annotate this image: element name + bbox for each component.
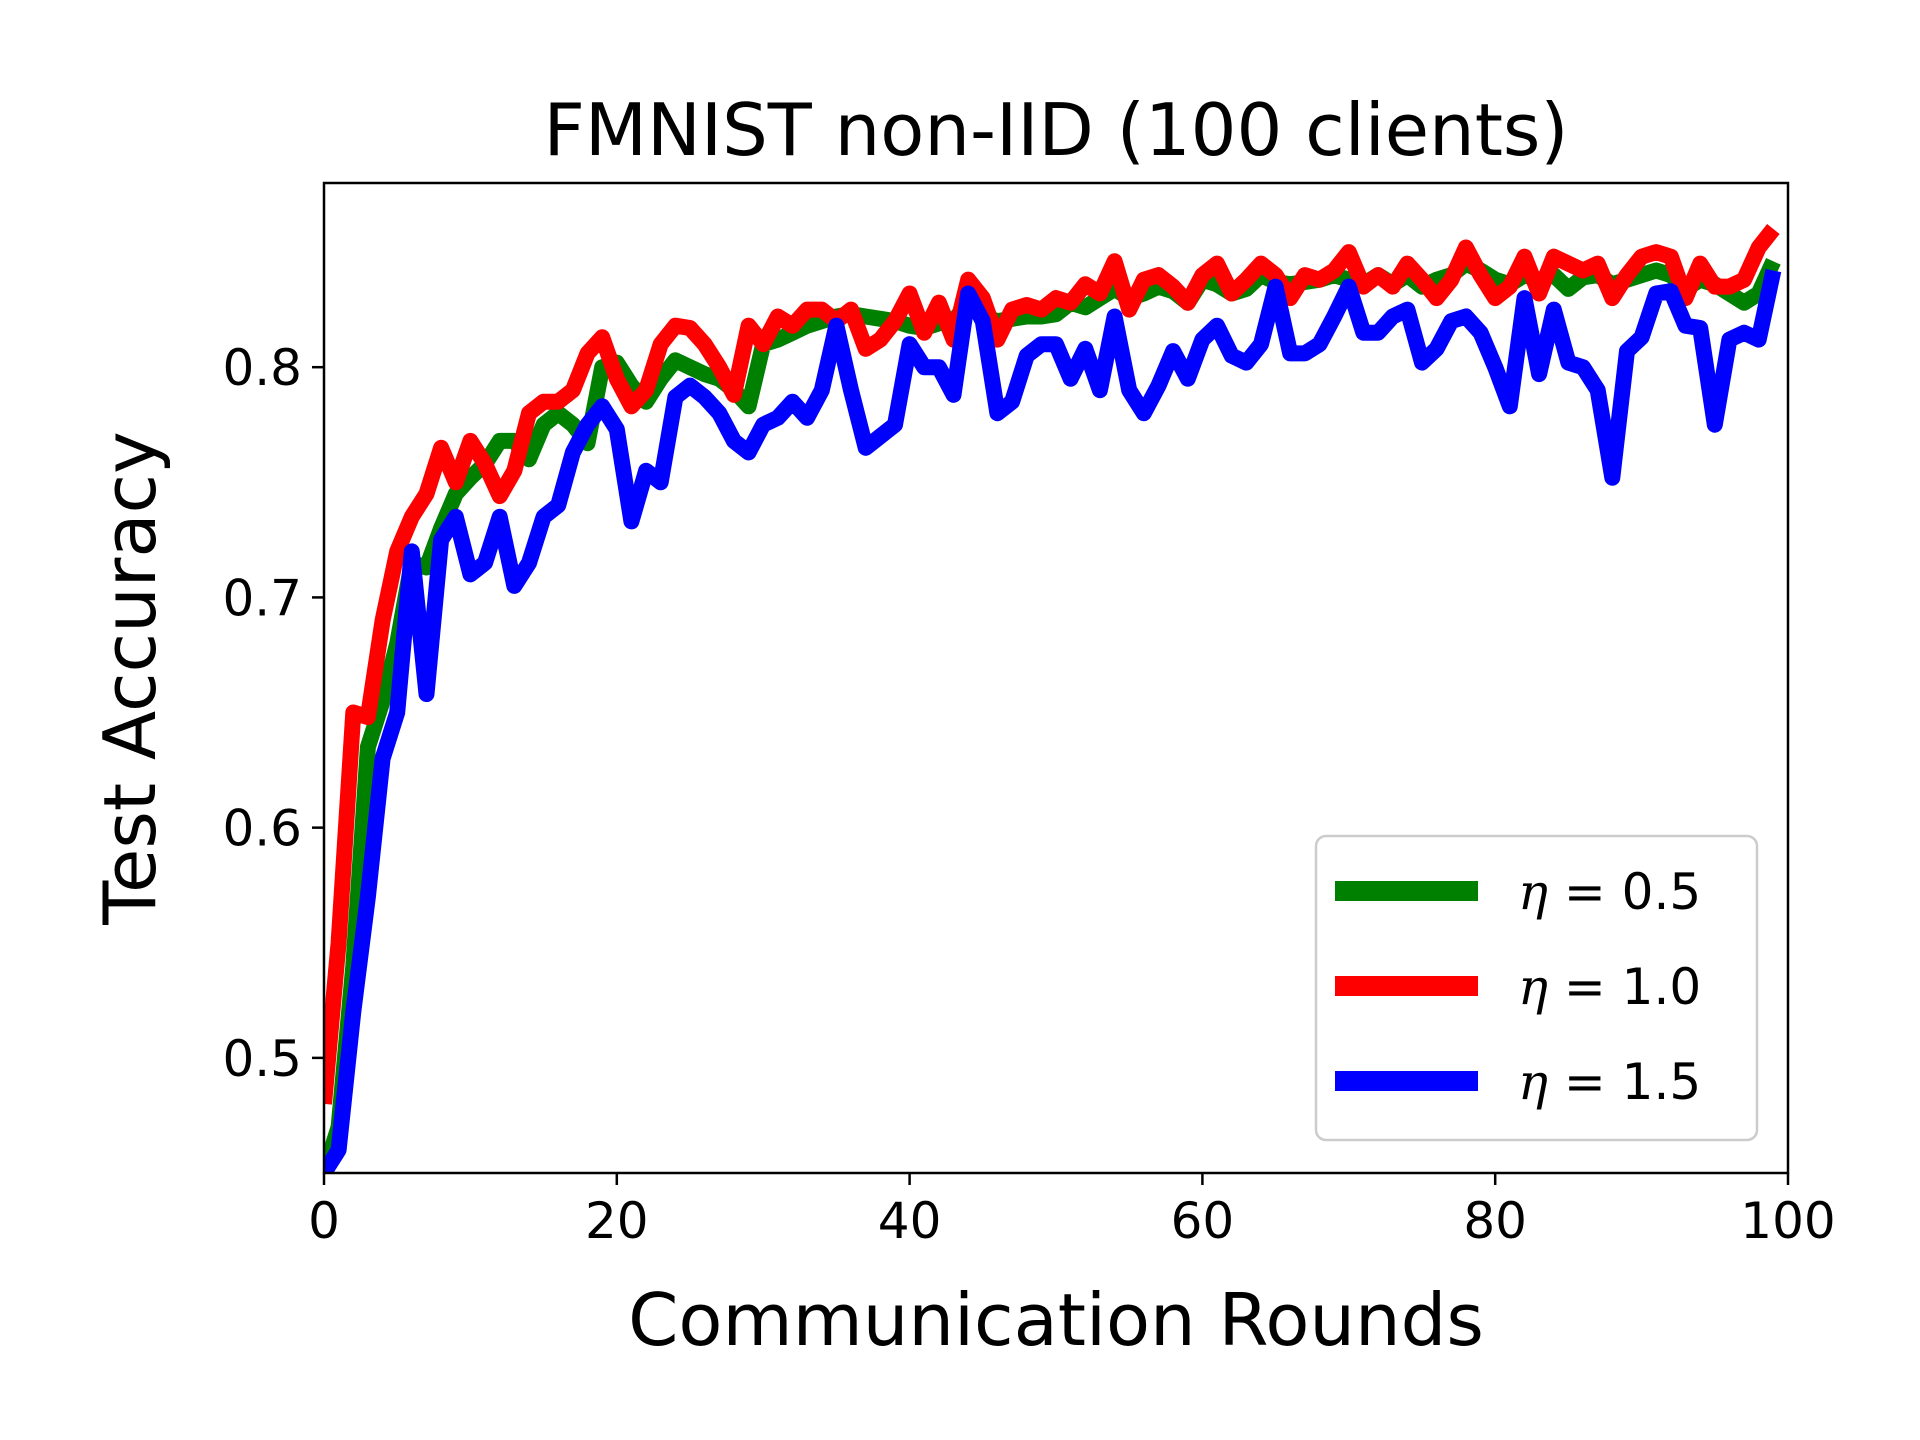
series-line-2: [324, 224, 1780, 1105]
legend-label-3: η = 1.5: [1518, 1053, 1701, 1111]
legend-label-1: η = 0.5: [1518, 863, 1701, 921]
y-axis-label: Test Accuracy: [88, 431, 172, 925]
plot-frame: [322, 181, 1790, 1175]
legend-value: = 0.5: [1548, 863, 1701, 921]
legend: η = 0.5η = 1.0η = 1.5: [1314, 834, 1759, 1142]
x-axis-ticks: 0 20 40 60 80 100: [308, 1173, 1836, 1250]
x-axis-label: Communication Rounds: [628, 1278, 1484, 1362]
x-tick-label: 100: [1740, 1192, 1835, 1250]
series-layer: [324, 224, 1782, 1173]
y-tick-label: 0.7: [222, 569, 302, 627]
y-axis-ticks: 0.5 0.6 0.7 0.8: [222, 339, 324, 1088]
x-tick-label: 80: [1463, 1192, 1527, 1250]
legend-symbol: η: [1518, 958, 1548, 1016]
legend-value: = 1.5: [1548, 1053, 1701, 1111]
y-tick-label: 0.8: [222, 339, 302, 397]
x-tick-label: 0: [308, 1192, 340, 1250]
legend-label-2: η = 1.0: [1518, 958, 1701, 1016]
legend-symbol: η: [1518, 1053, 1548, 1111]
y-tick-label: 0.5: [222, 1030, 302, 1088]
y-tick-label: 0.6: [222, 800, 302, 858]
x-tick-label: 40: [878, 1192, 942, 1250]
legend-symbol: η: [1518, 863, 1548, 921]
x-tick-label: 60: [1171, 1192, 1235, 1250]
series-line-3: [324, 268, 1782, 1173]
chart-title: FMNIST non-IID (100 clients): [543, 88, 1568, 172]
legend-frame: [1314, 834, 1759, 1142]
x-tick-label: 20: [585, 1192, 649, 1250]
legend-value: = 1.0: [1548, 958, 1701, 1016]
